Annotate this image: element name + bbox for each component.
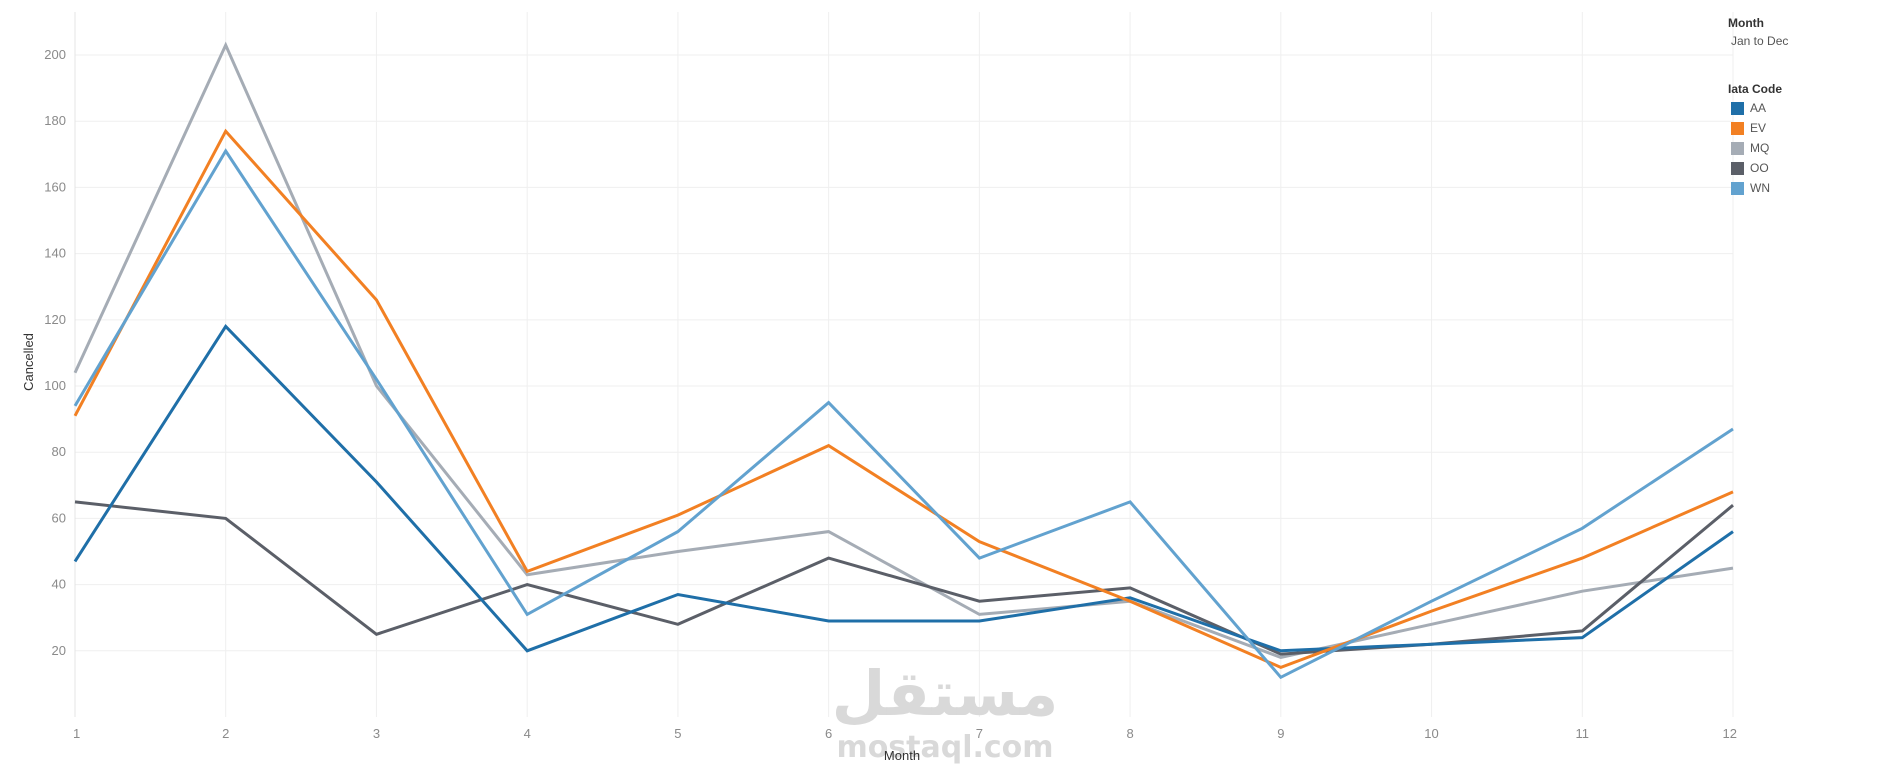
y-axis-ticks: 20 40 60 80 100 120 140 160 180 200 [44, 47, 66, 658]
legend-label: WN [1750, 181, 1770, 195]
x-tick-label: 6 [825, 726, 832, 741]
x-tick-label: 12 [1723, 726, 1737, 741]
legend-label: OO [1750, 161, 1769, 175]
watermark: مستقل mostaql.com [832, 657, 1059, 765]
legend-label: EV [1750, 121, 1767, 135]
legend-swatch [1731, 101, 1744, 115]
legend-title: Iata Code [1728, 82, 1783, 96]
x-tick-label: 8 [1126, 726, 1133, 741]
legend-item-aa[interactable]: AA [1728, 98, 1868, 118]
y-tick-label: 40 [52, 577, 66, 592]
x-tick-label: 3 [373, 726, 380, 741]
series-line-aa[interactable] [73, 323, 1734, 653]
watermark-arabic: مستقل [832, 657, 1059, 730]
month-filter-title: Month [1728, 16, 1764, 30]
y-axis-title: Cancelled [21, 333, 36, 391]
series-lines [73, 41, 1734, 680]
legend-item-ev[interactable]: EV [1728, 118, 1868, 138]
x-axis-ticks: 1 2 3 4 5 6 7 8 9 10 11 12 [73, 726, 1737, 741]
x-tick-label: 5 [674, 726, 681, 741]
legend-swatch [1731, 161, 1744, 175]
legend-label: MQ [1750, 141, 1770, 155]
legend-swatch [1731, 181, 1744, 195]
x-tick-label: 2 [222, 726, 229, 741]
watermark-latin: mostaql.com [836, 730, 1053, 765]
month-filter-value[interactable]: Jan to Dec [1731, 34, 1789, 48]
legend-item-oo[interactable]: OO [1728, 158, 1868, 178]
x-axis-title: Month [884, 748, 920, 763]
legend-item-mq[interactable]: MQ [1728, 138, 1868, 158]
legend-item-wn[interactable]: WN [1728, 178, 1868, 198]
x-tick-label: 7 [976, 726, 983, 741]
series-line-ev[interactable] [73, 128, 1734, 670]
x-tick-label: 4 [524, 726, 531, 741]
series-line-mq[interactable] [73, 41, 1734, 659]
y-tick-label: 60 [52, 510, 66, 525]
y-tick-label: 140 [44, 246, 66, 261]
x-tick-label: 9 [1277, 726, 1284, 741]
x-tick-label: 10 [1424, 726, 1438, 741]
legend-swatch [1731, 141, 1744, 155]
y-tick-label: 200 [44, 47, 66, 62]
y-tick-label: 100 [44, 378, 66, 393]
series-line-wn[interactable] [73, 148, 1734, 680]
y-tick-label: 180 [44, 113, 66, 128]
y-tick-label: 20 [52, 643, 66, 658]
legend-label: AA [1750, 101, 1767, 115]
legend-swatch [1731, 121, 1744, 135]
legend-items: AA EV MQ OO WN [1728, 98, 1868, 198]
y-tick-label: 80 [52, 444, 66, 459]
y-tick-label: 120 [44, 312, 66, 327]
legend-panel: Month Jan to Dec Iata Code AA EV MQ OO WN [1728, 16, 1868, 198]
x-tick-label: 1 [73, 726, 80, 741]
y-tick-label: 160 [44, 179, 66, 194]
x-tick-label: 11 [1576, 726, 1590, 741]
series-line-oo[interactable] [74, 500, 1734, 656]
